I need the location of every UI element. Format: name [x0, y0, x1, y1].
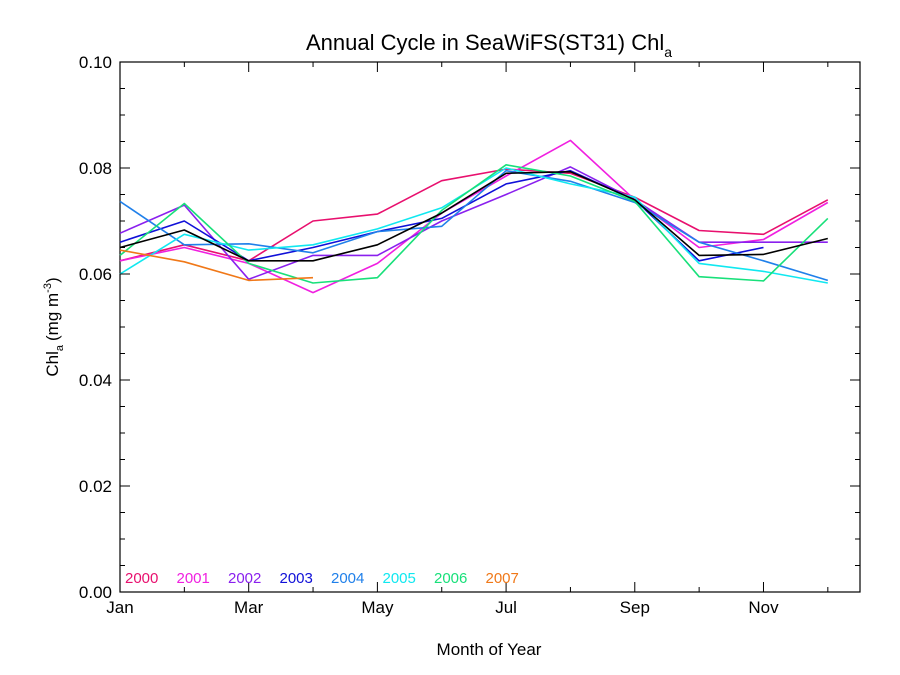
- plot-frame: [119, 61, 861, 593]
- chart-title-subscript: a: [664, 44, 672, 60]
- y-tick-label: 0.02: [79, 477, 112, 496]
- x-tick-label: Jan: [106, 598, 133, 617]
- series-line-2002: [119, 166, 828, 281]
- x-tick-label: Nov: [748, 598, 779, 617]
- series-line-2003: [119, 169, 764, 262]
- x-tick-label: Jul: [495, 598, 517, 617]
- plot-layer: [119, 61, 861, 593]
- series-line-2000: [119, 168, 829, 262]
- y-axis-label-superscript: -3: [42, 283, 54, 293]
- series-line-2006: [119, 164, 829, 284]
- legend-entry-2004: 2004: [331, 570, 364, 587]
- y-tick-label: 0.08: [79, 159, 112, 178]
- chart-title: Annual Cycle in SeaWiFS(ST31) Chla: [306, 30, 672, 60]
- series-layer: [119, 139, 829, 294]
- legend-layer: 2000 2001 2002 2003 2004 2005 2006 2007: [125, 570, 519, 587]
- legend-entry-2000: 2000: [125, 570, 158, 587]
- y-tick-label: 0.00: [79, 583, 112, 602]
- series-line-average: [119, 170, 828, 262]
- legend-entry-2001: 2001: [177, 570, 210, 587]
- axes-layer: 0.00 0.02 0.04 0.06 0.08 0.10 Jan Mar May Jul Sep N…: [79, 53, 860, 617]
- legend-entry-2006: 2006: [434, 570, 467, 587]
- series-line-2007: [119, 249, 314, 282]
- y-tick-label: 0.10: [79, 53, 112, 72]
- legend-entry-2007: 2007: [486, 570, 519, 587]
- x-tick-label: May: [361, 598, 394, 617]
- legend-entry-2002: 2002: [228, 570, 261, 587]
- x-tick-label: Mar: [234, 598, 264, 617]
- legend-entry-2005: 2005: [383, 570, 416, 587]
- y-tick-label: 0.04: [79, 371, 112, 390]
- y-axis-label-unit: (mg m: [43, 293, 62, 341]
- y-axis-label-subscript: a: [54, 344, 66, 351]
- x-axis-label: Month of Year: [437, 640, 542, 659]
- series-line-2001: [119, 139, 829, 294]
- series-line-2004: [119, 169, 829, 282]
- y-tick-label: 0.06: [79, 265, 112, 284]
- series-line-2005: [119, 167, 828, 284]
- y-axis-label: Chla(mg m-3): [42, 277, 66, 376]
- y-axis-label-unit-close: ): [43, 277, 62, 283]
- x-tick-label: Sep: [620, 598, 650, 617]
- legend-entry-2003: 2003: [280, 570, 313, 587]
